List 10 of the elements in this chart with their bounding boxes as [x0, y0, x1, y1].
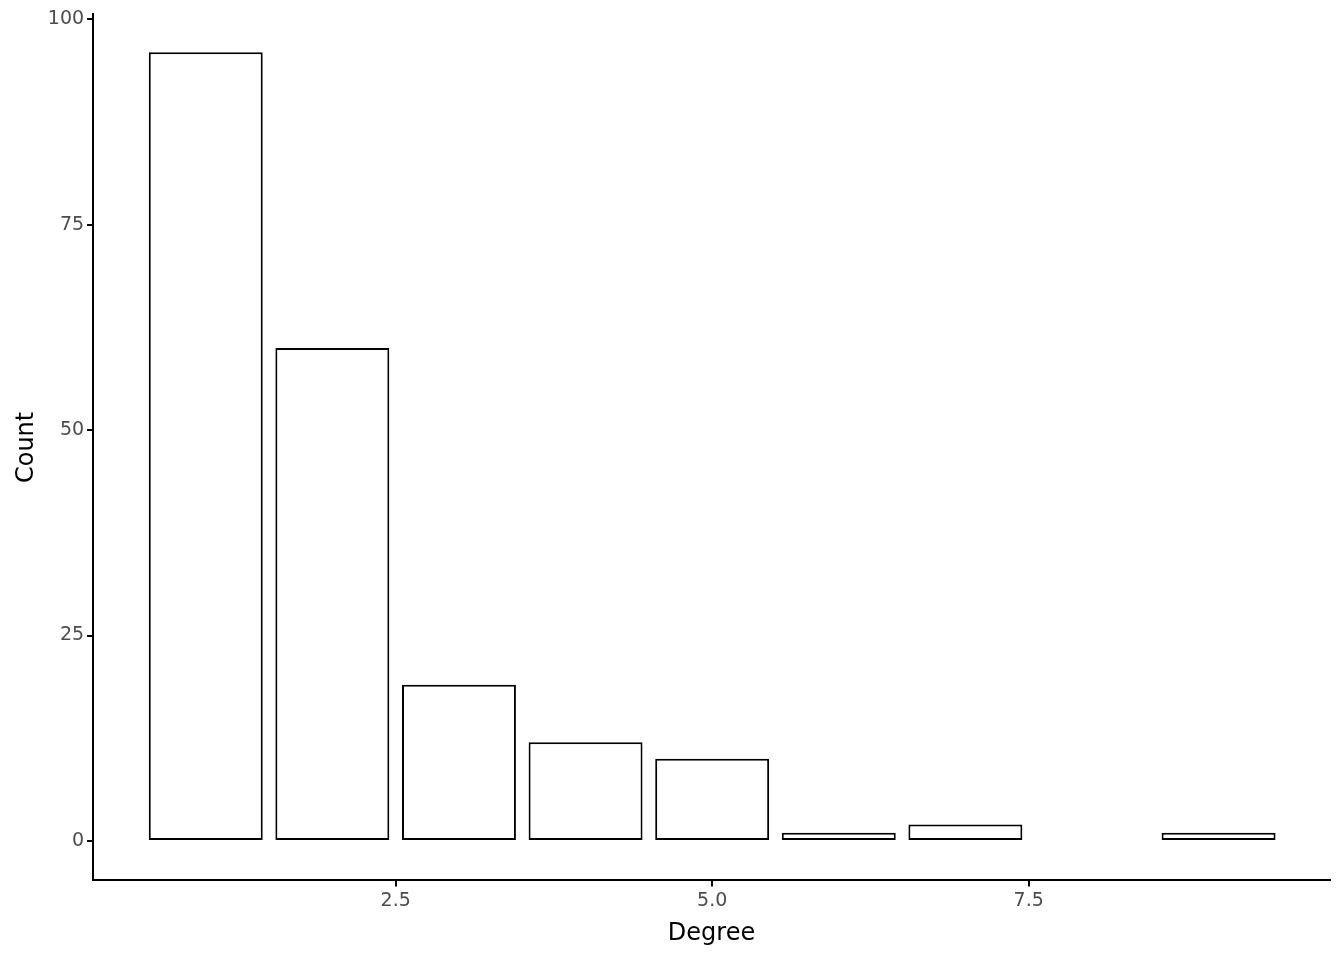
y-tick-label: 0: [71, 827, 85, 850]
y-tick-label: 100: [47, 6, 85, 29]
x-tick-label: 2.5: [380, 887, 411, 910]
x-axis-title: Degree: [667, 917, 756, 946]
y-tick-label: 75: [59, 211, 85, 234]
y-axis-title: Count: [10, 411, 39, 484]
x-tick-label: 7.5: [1013, 887, 1044, 910]
y-tick-label: 25: [59, 622, 85, 645]
x-tick-label: 5.0: [697, 887, 728, 910]
y-tick-label: 50: [59, 417, 85, 440]
